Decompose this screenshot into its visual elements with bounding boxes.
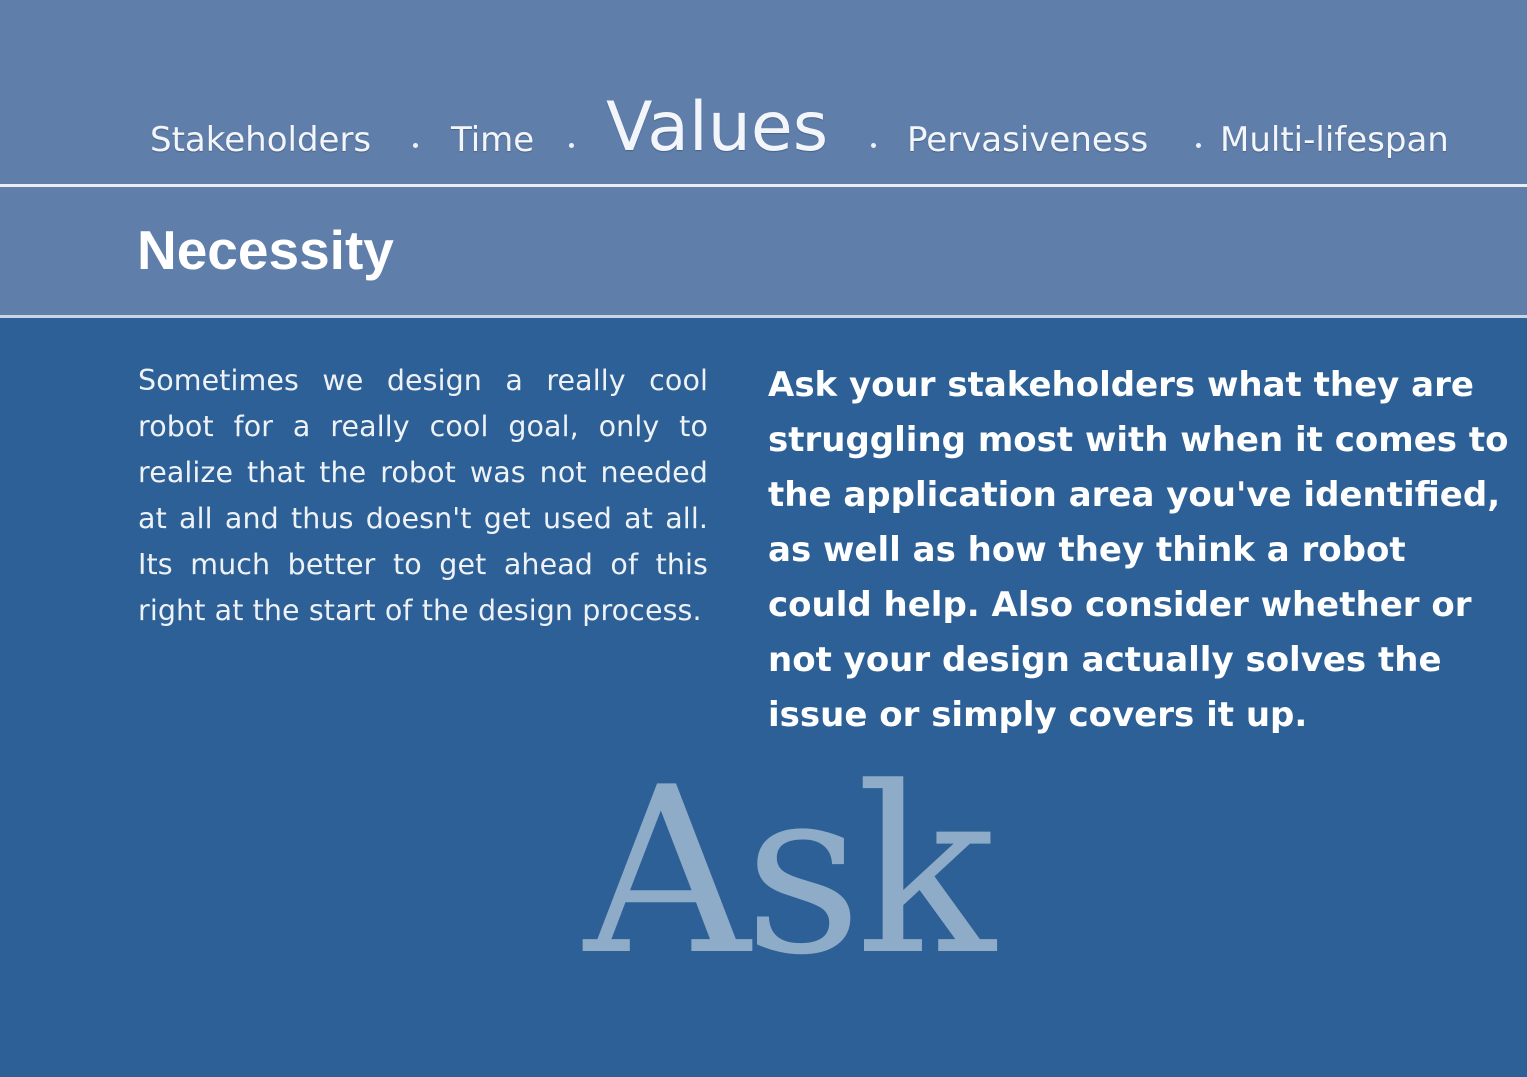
nav-item-time[interactable]: Time [451,120,535,160]
nav-item-values-active[interactable]: Values [606,88,829,167]
ask-prompt-paragraph: Ask your stakeholders what they are stru… [768,365,1509,735]
nav-item-stakeholders[interactable]: Stakeholders [150,120,372,160]
header-divider [0,184,1527,187]
header-band [0,0,1527,318]
topic-nav: Stakeholders Time Values Pervasiveness M… [0,80,1527,180]
section-title: Necessity [137,219,394,281]
nav-separator-dot [871,143,876,148]
section-divider [0,315,1527,318]
nav-separator-dot [1196,143,1201,148]
nav-item-multi-lifespan[interactable]: Multi-lifespan [1220,120,1449,160]
nav-separator-dot [569,143,574,148]
description-paragraph: Sometimes we design a really cool robot … [138,364,708,627]
nav-separator-dot [413,143,418,148]
ask-watermark: Ask [584,739,996,1006]
nav-item-pervasiveness[interactable]: Pervasiveness [907,120,1149,160]
